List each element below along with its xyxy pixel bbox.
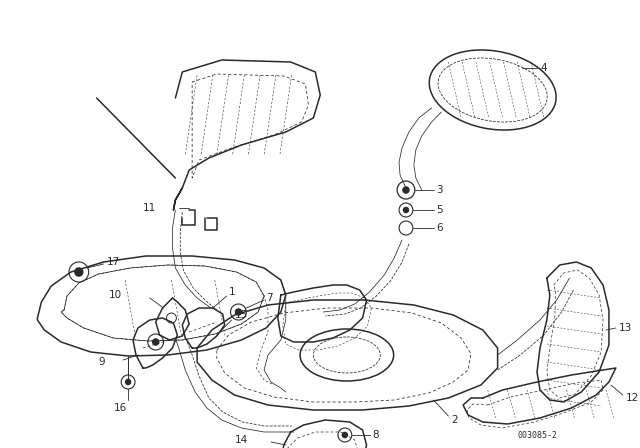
- Text: 14: 14: [234, 435, 248, 445]
- Text: 8: 8: [372, 430, 379, 440]
- Text: 11: 11: [143, 203, 156, 213]
- Text: 12: 12: [626, 393, 639, 403]
- Text: 16: 16: [113, 403, 127, 413]
- Text: 13: 13: [619, 323, 632, 333]
- Circle shape: [125, 379, 131, 384]
- Text: 6: 6: [436, 223, 443, 233]
- Text: 7: 7: [266, 293, 273, 303]
- Text: 17: 17: [106, 257, 120, 267]
- Circle shape: [236, 309, 241, 315]
- Circle shape: [153, 339, 159, 345]
- Text: 2: 2: [451, 415, 458, 425]
- Circle shape: [75, 268, 83, 276]
- Text: 003085-2: 003085-2: [517, 431, 557, 439]
- Circle shape: [342, 432, 348, 438]
- Text: 5: 5: [436, 205, 443, 215]
- Text: 3: 3: [436, 185, 443, 195]
- Text: 1: 1: [228, 287, 236, 297]
- Text: 9: 9: [99, 357, 105, 367]
- Circle shape: [403, 207, 408, 212]
- Text: 4: 4: [540, 63, 547, 73]
- Circle shape: [403, 187, 409, 193]
- Text: 10: 10: [108, 290, 122, 300]
- Text: 15: 15: [234, 310, 248, 320]
